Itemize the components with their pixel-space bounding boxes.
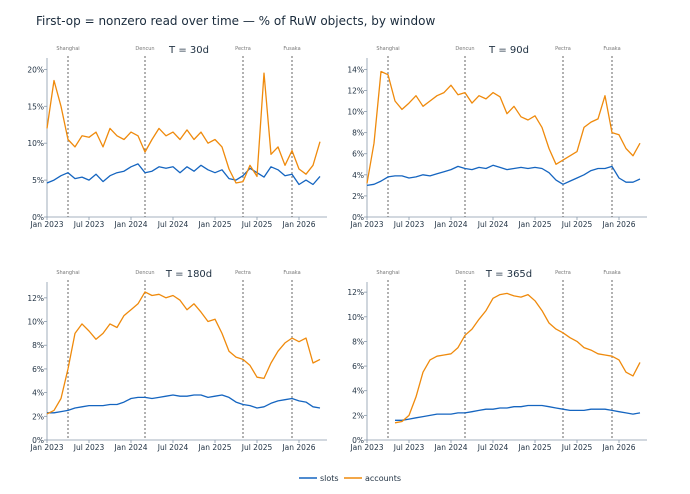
y-tick-label: 0% <box>352 213 364 222</box>
series-line-slots <box>366 164 641 187</box>
x-tick-label: Jan 2023 <box>29 443 63 452</box>
series-line-slots <box>46 163 321 186</box>
y-tick-label: 2% <box>32 412 44 421</box>
fork-label: Shanghai <box>56 46 79 52</box>
y-tick-label: 10% <box>27 318 44 327</box>
y-tick-label: 12% <box>347 86 364 95</box>
x-tick-label: Jan 2025 <box>197 220 231 229</box>
y-tick-label: 6% <box>352 150 364 159</box>
x-tick-label: Jul 2023 <box>73 443 105 452</box>
fork-label: Dencun <box>135 270 154 276</box>
y-tick-label: 20% <box>27 65 44 74</box>
x-tick-label: Jul 2025 <box>561 443 593 452</box>
fork-label: Shanghai <box>56 270 79 276</box>
y-tick-label: 0% <box>32 436 44 445</box>
panel-3: T = 180d 0% 2% 4% 6% 8% 10% 12% Jan 2023 Jul 2023… <box>27 269 327 452</box>
y-tick-label: 8% <box>352 337 364 346</box>
x-tick-label: Jul 2023 <box>393 443 425 452</box>
y-tick-label: 5% <box>32 176 44 185</box>
series-line-accounts <box>366 70 641 184</box>
fork-label: Pectra <box>235 270 251 276</box>
series-line-slots <box>395 404 641 421</box>
y-tick-label: 0% <box>32 213 44 222</box>
x-tick-label: Jul 2025 <box>241 220 273 229</box>
x-tick-label: Jul 2024 <box>477 220 509 229</box>
y-tick-label: 15% <box>27 102 44 111</box>
y-tick-label: 0% <box>352 436 364 445</box>
y-tick-label: 4% <box>352 387 364 396</box>
fork-label: Pectra <box>555 270 571 276</box>
fork-label: Pectra <box>235 46 251 52</box>
panel-2: T = 90d 0% 2% 4% 6% 8% 10% 12% 14% Jan 2023 Jul 20… <box>347 45 647 229</box>
y-tick-label: 4% <box>352 171 364 180</box>
x-tick-label: Jan 2024 <box>433 443 467 452</box>
panel-4: T = 365d 0% 2% 4% 6% 8% 10% 12% Jan 2023 Jul 2023… <box>347 269 647 452</box>
x-tick-label: Jul 2023 <box>393 220 425 229</box>
x-tick-label: Jan 2025 <box>197 443 231 452</box>
y-tick-label: 10% <box>347 108 364 117</box>
y-tick-label: 2% <box>352 411 364 420</box>
x-tick-label: Jan 2024 <box>113 443 147 452</box>
fork-label: Fusaka <box>283 46 300 52</box>
fork-label: Fusaka <box>283 270 300 276</box>
y-tick-label: 4% <box>32 389 44 398</box>
panel-title: T = 180d <box>165 269 212 280</box>
y-tick-label: 10% <box>27 139 44 148</box>
legend: slots accounts <box>299 474 401 483</box>
y-tick-label: 6% <box>352 362 364 371</box>
y-tick-label: 2% <box>352 192 364 201</box>
series-line-slots <box>47 394 321 414</box>
fork-label: Shanghai <box>376 46 399 52</box>
x-tick-label: Jan 2026 <box>281 220 315 229</box>
x-tick-label: Jan 2023 <box>349 443 383 452</box>
x-tick-label: Jan 2025 <box>517 220 551 229</box>
panel-1: T = 30d 0% 5% 10% 15% 20% Jan 2023 Jul 2023 Jan … <box>27 45 327 229</box>
fork-label: Dencun <box>455 270 474 276</box>
series-line-accounts <box>46 72 321 184</box>
y-tick-label: 10% <box>347 313 364 322</box>
x-tick-label: Jul 2025 <box>561 220 593 229</box>
legend-label: accounts <box>365 474 401 483</box>
series-line-accounts <box>394 292 641 424</box>
fork-label: Dencun <box>455 46 474 52</box>
panel-title: T = 365d <box>485 269 532 280</box>
panel-title: T = 90d <box>488 45 529 56</box>
fork-label: Fusaka <box>603 270 620 276</box>
y-tick-label: 14% <box>347 65 364 74</box>
x-tick-label: Jan 2024 <box>113 220 147 229</box>
x-tick-label: Jul 2025 <box>241 443 273 452</box>
y-tick-label: 12% <box>347 288 364 297</box>
series-line-accounts <box>46 291 321 415</box>
panel-title: T = 30d <box>168 45 209 56</box>
x-tick-label: Jan 2026 <box>601 220 635 229</box>
x-tick-label: Jan 2023 <box>29 220 63 229</box>
x-tick-label: Jan 2026 <box>601 443 635 452</box>
y-tick-label: 6% <box>32 365 44 374</box>
figure-title: First-op = nonzero read over time — % of… <box>36 14 436 28</box>
y-tick-label: 8% <box>352 129 364 138</box>
x-tick-label: Jul 2023 <box>73 220 105 229</box>
fork-label: Pectra <box>555 46 571 52</box>
x-tick-label: Jul 2024 <box>157 220 189 229</box>
x-tick-label: Jul 2024 <box>477 443 509 452</box>
fork-label: Fusaka <box>603 46 620 52</box>
x-tick-label: Jan 2026 <box>281 443 315 452</box>
x-tick-label: Jul 2024 <box>157 443 189 452</box>
fork-label: Dencun <box>135 46 154 52</box>
y-tick-label: 8% <box>32 341 44 350</box>
legend-label: slots <box>320 474 339 483</box>
x-tick-label: Jan 2024 <box>433 220 467 229</box>
x-tick-label: Jan 2025 <box>517 443 551 452</box>
y-tick-label: 12% <box>27 294 44 303</box>
x-tick-label: Jan 2023 <box>349 220 383 229</box>
fork-label: Shanghai <box>376 270 399 276</box>
